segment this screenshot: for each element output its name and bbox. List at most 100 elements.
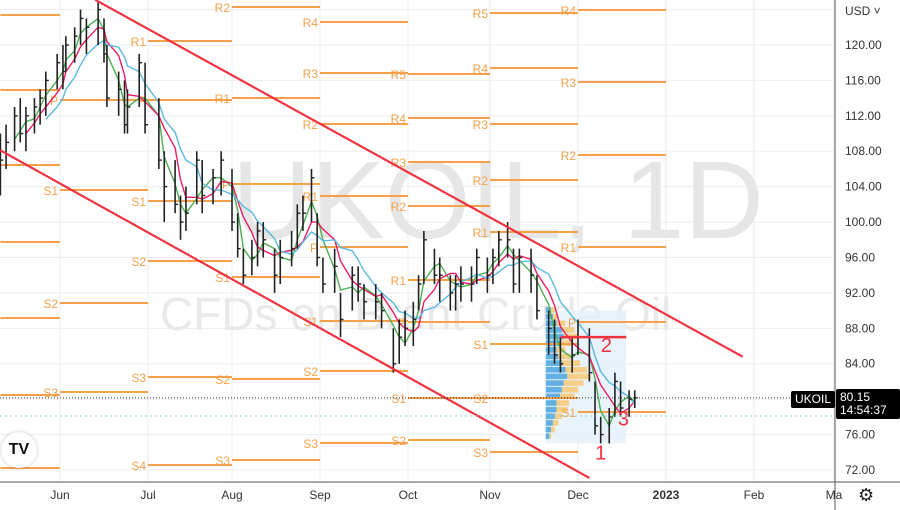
pivot-label: R4 — [473, 62, 489, 76]
watermark-symbol: UKOIL, 1D — [232, 139, 764, 262]
logo-text: TV — [8, 441, 30, 458]
price-bar — [56, 53, 61, 90]
price-bar — [273, 248, 278, 293]
profile-row-down — [554, 413, 562, 420]
price-bar — [316, 213, 321, 267]
price-tick: 112.00 — [845, 109, 881, 123]
trend-channel[interactable] — [0, 0, 744, 479]
pivot-label: S1 — [391, 392, 406, 406]
price-bar — [302, 195, 306, 231]
profile-row-up — [545, 373, 568, 380]
pivot-label: R2 — [391, 200, 407, 214]
price-bar — [251, 239, 255, 276]
price-bar — [619, 381, 624, 417]
profile-row-down — [560, 393, 575, 400]
price-bar — [438, 257, 443, 302]
price-bar — [449, 275, 454, 311]
price-bar — [628, 390, 633, 417]
price-bar — [179, 195, 184, 240]
profile-row-down — [567, 373, 591, 380]
price-bar — [163, 151, 168, 223]
price-bar — [212, 168, 217, 205]
price-tick: 104.00 — [845, 180, 882, 194]
profile-row-up — [545, 320, 557, 327]
pivot-label: R4 — [561, 4, 577, 18]
price-bar — [25, 106, 29, 152]
price-bar — [553, 319, 558, 364]
price-bar — [138, 53, 143, 107]
price-bar — [242, 248, 247, 285]
pivot-label: R1 — [561, 241, 577, 255]
pivot-label: R4 — [303, 16, 319, 30]
pivot-label: R1 — [473, 226, 489, 240]
pivot-label: S1 — [43, 184, 58, 198]
profile-row-down — [551, 426, 555, 433]
price-bar — [412, 301, 417, 347]
price-bar — [117, 71, 122, 116]
price-bar — [423, 230, 427, 285]
price-bar — [262, 222, 267, 258]
price-tick: 120.00 — [845, 38, 882, 52]
moving-average-line — [25, 26, 636, 415]
price-bar — [39, 89, 44, 125]
annotations: 1 2 3 — [595, 335, 629, 464]
profile-row-down — [563, 380, 584, 386]
pivot-label: P — [310, 241, 318, 255]
pivot-label: R4 — [391, 112, 407, 126]
price-tick: 108.00 — [845, 144, 882, 158]
price-bar — [518, 248, 523, 293]
pivot-label: S2 — [215, 373, 230, 387]
price-bar — [296, 204, 301, 249]
profile-row-up — [545, 307, 552, 313]
pivot-label: R1 — [303, 190, 319, 204]
price-bar — [236, 213, 241, 258]
price-bar — [433, 248, 438, 285]
price-bar — [380, 292, 385, 329]
profile-row-down — [552, 420, 559, 426]
price-bar — [79, 9, 84, 45]
price-tick: 88.00 — [845, 321, 875, 335]
price-bar — [310, 168, 315, 223]
profile-row-down — [561, 360, 580, 366]
currency-menu[interactable]: USD ˅ — [845, 4, 881, 18]
profile-row-down — [561, 386, 579, 393]
chevron-down-icon: ˅ — [870, 4, 881, 18]
price-bar — [45, 71, 49, 116]
price-bar — [73, 27, 78, 63]
profile-row-up — [545, 380, 564, 386]
pivot-label: R1 — [391, 274, 407, 288]
pivot-label: S2 — [131, 255, 146, 269]
pivot-label: S4 — [131, 459, 146, 473]
price-tick: 96.00 — [845, 250, 875, 264]
price-bar — [475, 248, 480, 285]
price-bar — [571, 337, 576, 373]
profile-row-up — [545, 426, 552, 433]
profile-row-up — [545, 366, 566, 373]
last-price-tag: 80.15 14:54:37 — [836, 389, 900, 419]
pivot-label: R2 — [473, 174, 489, 188]
time-tick: 2023 — [653, 488, 680, 502]
channel-line-upper — [94, 0, 744, 358]
profile-row-down — [565, 366, 588, 373]
time-tick: Nov — [479, 488, 500, 502]
profile-row-up — [545, 420, 553, 426]
gear-icon[interactable]: ⚙ — [858, 485, 875, 505]
profile-row-down — [558, 353, 571, 360]
pivot-label: S2 — [43, 297, 58, 311]
profile-row-up — [545, 347, 557, 353]
pivot-label: P — [138, 94, 146, 108]
pivot-label: S3 — [215, 454, 230, 468]
price-bar — [65, 36, 69, 72]
price-bar — [547, 310, 552, 355]
profile-row-down — [556, 400, 570, 406]
pivot-label: R5 — [473, 7, 489, 21]
wave-label: 1 — [595, 442, 606, 464]
price-bar — [97, 0, 102, 45]
volume-profile — [545, 307, 591, 440]
price-bar — [599, 416, 604, 444]
time-tick: Oct — [399, 488, 418, 502]
price-bar — [530, 248, 535, 293]
tradingview-logo[interactable]: TV — [1, 432, 37, 468]
time-tick: Dec — [567, 488, 588, 502]
